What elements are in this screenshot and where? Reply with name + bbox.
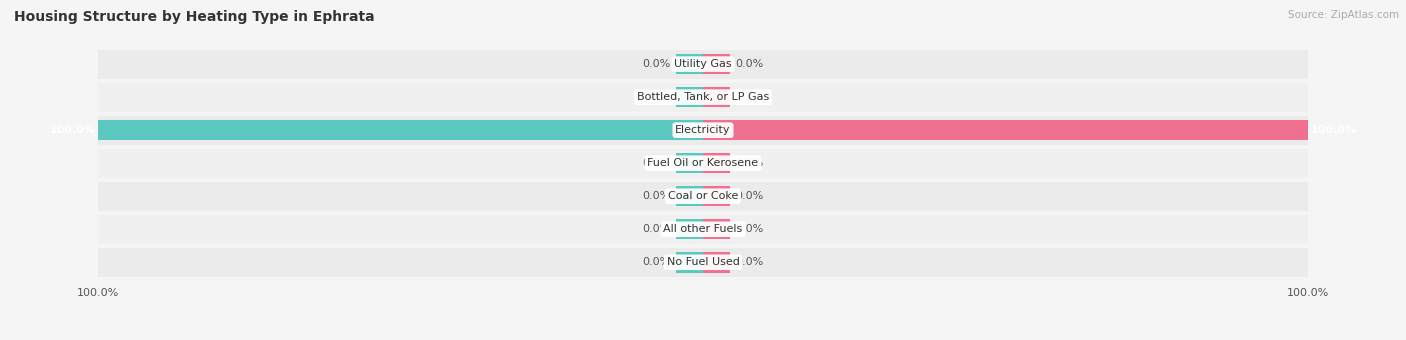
Bar	[703, 87, 730, 107]
Bar	[98, 248, 1308, 277]
Bar	[703, 252, 730, 273]
Bar	[98, 83, 1308, 112]
Bar	[98, 182, 1308, 211]
Bar	[703, 219, 730, 239]
Text: 0.0%: 0.0%	[735, 257, 763, 267]
Text: 0.0%: 0.0%	[643, 158, 671, 168]
Bar	[703, 186, 730, 206]
Text: Bottled, Tank, or LP Gas: Bottled, Tank, or LP Gas	[637, 92, 769, 102]
Text: 0.0%: 0.0%	[735, 92, 763, 102]
Text: 100.0%: 100.0%	[1310, 125, 1357, 135]
Bar	[676, 54, 703, 74]
Text: Housing Structure by Heating Type in Ephrata: Housing Structure by Heating Type in Eph…	[14, 10, 374, 24]
Bar	[676, 252, 703, 273]
Text: All other Fuels: All other Fuels	[664, 224, 742, 234]
Text: 0.0%: 0.0%	[735, 158, 763, 168]
Bar	[98, 50, 1308, 79]
Bar	[98, 120, 703, 140]
Text: Source: ZipAtlas.com: Source: ZipAtlas.com	[1288, 10, 1399, 20]
Text: 0.0%: 0.0%	[643, 191, 671, 201]
Bar	[703, 120, 1308, 140]
Text: 0.0%: 0.0%	[643, 224, 671, 234]
Text: Coal or Coke: Coal or Coke	[668, 191, 738, 201]
Text: Fuel Oil or Kerosene: Fuel Oil or Kerosene	[647, 158, 759, 168]
Bar	[98, 116, 1308, 145]
Text: 0.0%: 0.0%	[735, 191, 763, 201]
Bar	[98, 149, 1308, 178]
Text: 0.0%: 0.0%	[643, 257, 671, 267]
Text: Electricity: Electricity	[675, 125, 731, 135]
Text: 0.0%: 0.0%	[643, 59, 671, 69]
Text: Utility Gas: Utility Gas	[675, 59, 731, 69]
Text: 0.0%: 0.0%	[643, 92, 671, 102]
Bar	[676, 186, 703, 206]
Text: 0.0%: 0.0%	[735, 59, 763, 69]
Bar	[703, 54, 730, 74]
Bar	[703, 153, 730, 173]
Bar	[676, 153, 703, 173]
Bar	[676, 219, 703, 239]
Text: No Fuel Used: No Fuel Used	[666, 257, 740, 267]
Bar	[98, 215, 1308, 244]
Text: 0.0%: 0.0%	[735, 224, 763, 234]
Text: 100.0%: 100.0%	[49, 125, 96, 135]
Bar	[676, 87, 703, 107]
